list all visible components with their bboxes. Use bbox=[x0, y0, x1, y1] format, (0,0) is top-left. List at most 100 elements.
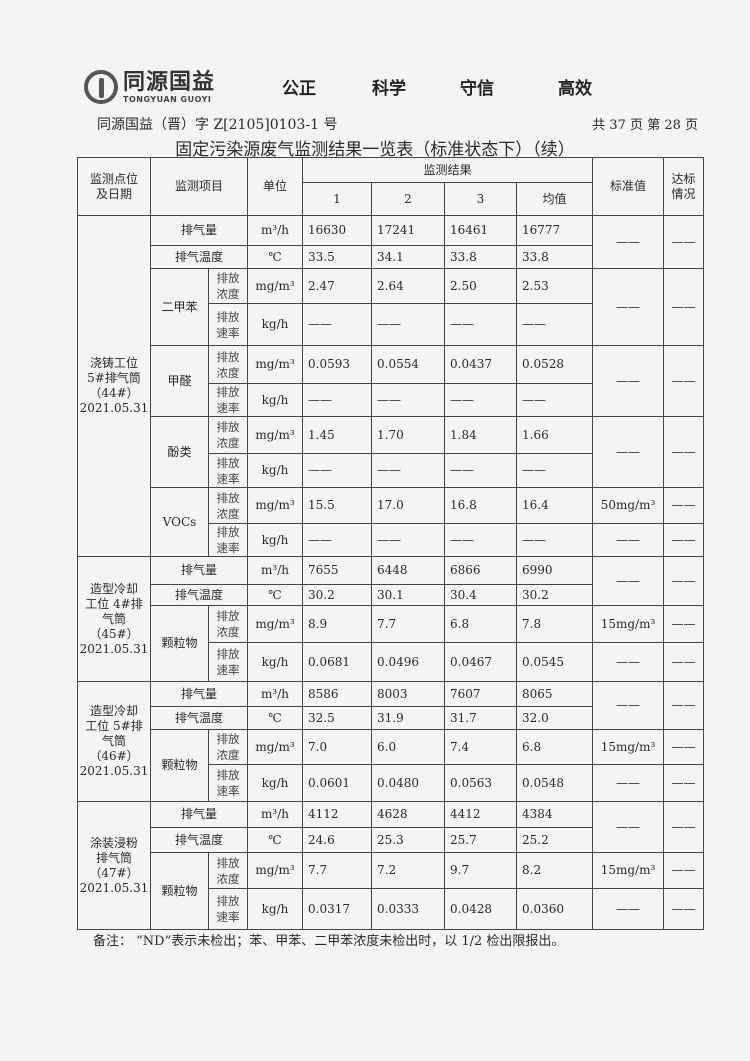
value-cell: 2.50 bbox=[444, 268, 517, 304]
compliance-cell: —— bbox=[663, 487, 704, 524]
unit-cell: mg/m³ bbox=[247, 605, 303, 643]
average-cell: 6.8 bbox=[516, 729, 593, 765]
sub-item-cell: 排放 速率 bbox=[208, 888, 248, 930]
item-cell: 颗粒物 bbox=[150, 605, 209, 682]
value-cell: 8003 bbox=[371, 681, 445, 707]
unit-cell: kg/h bbox=[247, 303, 303, 346]
item-cell: 颗粒物 bbox=[150, 852, 209, 930]
value-cell: 0.0593 bbox=[302, 345, 372, 384]
unit-cell: kg/h bbox=[247, 453, 303, 488]
standard-cell: —— bbox=[592, 416, 664, 488]
table-row: 排气温度 ℃ 33.5 34.1 33.8 33.8 bbox=[78, 245, 704, 269]
table-row: 涂装浸粉 排气筒 （47#） 2021.05.31 排气量 m³/h 4112 4628… bbox=[77, 801, 704, 930]
value-cell: 33.8 bbox=[444, 245, 517, 269]
standard-cell: —— bbox=[592, 523, 664, 557]
sub-item-cell: 排放 浓度 bbox=[208, 268, 248, 304]
table-row: VOCs 排放 浓度 mg/m³ 15.5 17.0 16.8 16.4 50mg/m³ —— bbox=[78, 487, 704, 557]
header-run-1: 1 bbox=[302, 182, 372, 216]
item-cell: VOCs bbox=[150, 487, 209, 557]
unit-cell: m³/h bbox=[247, 801, 303, 828]
value-cell: 6448 bbox=[371, 556, 445, 585]
unit-cell: m³/h bbox=[247, 215, 303, 246]
average-cell: 30.2 bbox=[516, 584, 593, 606]
station-cell: 涂装浸粉 排气筒 （47#） 2021.05.31 bbox=[77, 801, 151, 930]
standard-cell: —— bbox=[592, 556, 664, 606]
slogan: 守信 bbox=[460, 79, 494, 99]
value-cell: —— bbox=[371, 383, 445, 417]
value-cell: 6.8 bbox=[444, 605, 517, 643]
value-cell: 25.3 bbox=[371, 827, 445, 853]
sub-item-cell: 排放 速率 bbox=[208, 383, 248, 417]
logo-name-en: TONGYUAN GUOYI bbox=[123, 94, 212, 104]
item-cell: 排气温度 bbox=[150, 245, 248, 269]
item-cell: 排气量 bbox=[150, 801, 248, 828]
standard-cell: 15mg/m³ bbox=[592, 729, 664, 765]
table-row: 颗粒物 排放 浓度 mg/m³ 7.7 7.2 9.7 8.2 15mg/m³ —— bbox=[78, 852, 704, 930]
value-cell: 0.0681 bbox=[302, 642, 372, 682]
value-cell: 30.2 bbox=[302, 584, 372, 606]
value-cell: 0.0554 bbox=[371, 345, 445, 384]
compliance-cell: —— bbox=[663, 642, 704, 682]
value-cell: 0.0467 bbox=[444, 642, 517, 682]
value-cell: 1.45 bbox=[302, 416, 372, 454]
unit-cell: kg/h bbox=[247, 764, 303, 802]
value-cell: —— bbox=[302, 523, 372, 557]
value-cell: 4412 bbox=[444, 801, 517, 828]
compliance-cell: —— bbox=[663, 416, 704, 488]
value-cell: 25.7 bbox=[444, 827, 517, 853]
value-cell: 30.1 bbox=[371, 584, 445, 606]
standard-cell: —— bbox=[592, 345, 664, 417]
value-cell: —— bbox=[444, 303, 517, 346]
value-cell: —— bbox=[302, 383, 372, 417]
slogan: 公正 bbox=[282, 79, 316, 99]
value-cell: 0.0428 bbox=[444, 888, 517, 930]
sub-item-cell: 排放 速率 bbox=[208, 453, 248, 488]
table-row: 颗粒物 排放 浓度 mg/m³ 7.0 6.0 7.4 6.8 15mg/m³ —— bbox=[78, 729, 704, 802]
compliance-cell: —— bbox=[663, 523, 704, 557]
unit-cell: kg/h bbox=[247, 383, 303, 417]
average-cell: 16.4 bbox=[516, 487, 593, 524]
sub-item-cell: 排放 速率 bbox=[208, 642, 248, 682]
value-cell: 34.1 bbox=[371, 245, 445, 269]
item-cell: 排气量 bbox=[150, 681, 248, 707]
header-average: 均值 bbox=[516, 182, 593, 216]
compliance-cell: —— bbox=[663, 345, 704, 417]
standard-cell: —— bbox=[592, 215, 664, 269]
unit-cell: m³/h bbox=[247, 681, 303, 707]
average-cell: 0.0548 bbox=[516, 764, 593, 802]
sub-item-cell: 排放 速率 bbox=[208, 523, 248, 557]
value-cell: 17241 bbox=[371, 215, 445, 246]
value-cell: 7.7 bbox=[302, 852, 372, 889]
compliance-cell: —— bbox=[663, 801, 704, 853]
standard-cell: —— bbox=[592, 681, 664, 730]
average-cell: 33.8 bbox=[516, 245, 593, 269]
table-row: 造型冷却 工位 4#排 气筒（45#） 2021.05.31 排气量 m³/h 765… bbox=[77, 556, 704, 682]
average-cell: 8065 bbox=[516, 681, 593, 707]
station-cell: 造型冷却 工位 5#排 气筒（46#） 2021.05.31 bbox=[77, 681, 151, 802]
standard-cell: —— bbox=[592, 764, 664, 802]
compliance-cell: —— bbox=[663, 852, 704, 889]
table-row: 酚类 排放 浓度 mg/m³ 1.45 1.70 1.84 1.66 —— —— bbox=[78, 416, 704, 488]
unit-cell: ℃ bbox=[247, 706, 303, 730]
unit-cell: ℃ bbox=[247, 584, 303, 606]
sub-item-cell: 排放 浓度 bbox=[208, 487, 248, 524]
average-cell: 0.0360 bbox=[516, 888, 593, 930]
company-logo: 同源国益 TONGYUAN GUOYI bbox=[84, 70, 215, 104]
page-info: 共 37 页 第 28 页 bbox=[592, 118, 698, 133]
value-cell: 7607 bbox=[444, 681, 517, 707]
value-cell: 7655 bbox=[302, 556, 372, 585]
footnote: 备注： “ND”表示未检出；苯、甲苯、二甲苯浓度未检出时，以 1/2 检出限报出… bbox=[93, 934, 565, 949]
average-cell: 1.66 bbox=[516, 416, 593, 454]
compliance-cell: —— bbox=[663, 215, 704, 269]
item-cell: 排气温度 bbox=[150, 827, 248, 853]
value-cell: 7.2 bbox=[371, 852, 445, 889]
sub-item-cell: 排放 浓度 bbox=[208, 729, 248, 765]
value-cell: 16.8 bbox=[444, 487, 517, 524]
value-cell: 0.0317 bbox=[302, 888, 372, 930]
value-cell: 4112 bbox=[302, 801, 372, 828]
table-row: 二甲苯 排放 浓度 mg/m³ 2.47 2.64 2.50 2.53 —— —— bbox=[78, 268, 704, 346]
unit-cell: m³/h bbox=[247, 556, 303, 585]
value-cell: 9.7 bbox=[444, 852, 517, 889]
average-cell: 8.2 bbox=[516, 852, 593, 889]
slogan: 高效 bbox=[558, 79, 592, 99]
